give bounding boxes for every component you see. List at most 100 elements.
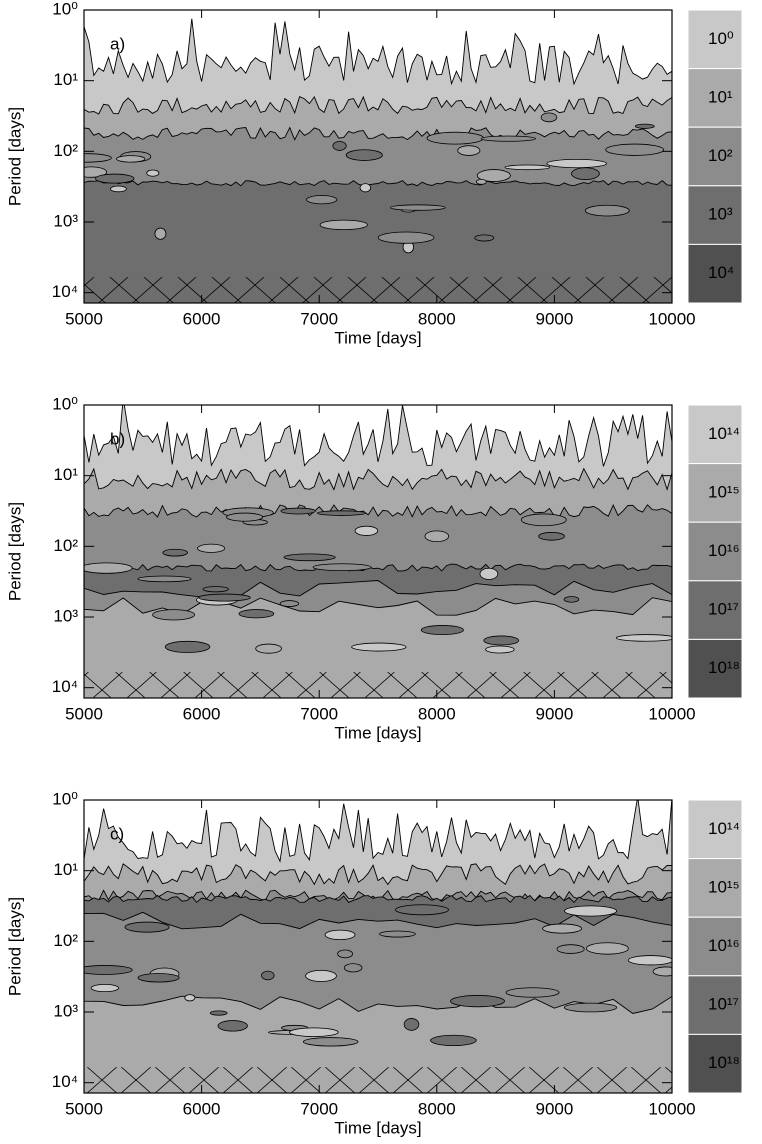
contour-island bbox=[542, 923, 583, 934]
y-tick-label: 10⁴ bbox=[52, 282, 78, 301]
contour-island bbox=[90, 984, 120, 993]
contour-island bbox=[283, 553, 336, 562]
contour-island bbox=[146, 169, 160, 177]
colorbar-box bbox=[687, 799, 743, 860]
contour-island bbox=[627, 955, 672, 966]
cone-of-influence bbox=[84, 1067, 672, 1093]
y-tick-label: 10⁰ bbox=[52, 0, 78, 18]
colorbar-label: 10⁰ bbox=[708, 29, 734, 48]
contour-island bbox=[520, 513, 567, 527]
contour-island bbox=[279, 600, 300, 607]
contour-island bbox=[84, 166, 108, 178]
colorbar-label: 10⁴ bbox=[708, 263, 734, 282]
colorbar-box bbox=[687, 1033, 743, 1094]
contour-island bbox=[164, 640, 211, 653]
contour-island bbox=[563, 596, 580, 603]
y-tick-label: 10⁴ bbox=[52, 677, 78, 696]
contour-island bbox=[305, 969, 337, 982]
contour-island bbox=[351, 642, 407, 652]
colorbar-label: 10¹⁶ bbox=[708, 936, 740, 955]
y-axis-label: Period [days] bbox=[5, 502, 24, 601]
x-tick-label: 5000 bbox=[65, 704, 103, 723]
x-tick-label: 7000 bbox=[300, 1099, 338, 1118]
y-tick-label: 10⁰ bbox=[52, 789, 78, 808]
contour-island bbox=[197, 543, 226, 553]
y-tick-label: 10² bbox=[53, 931, 78, 950]
contour-island bbox=[634, 123, 655, 129]
x-axis-label: Time [days] bbox=[334, 723, 421, 742]
colorbar-label: 10¹⁸ bbox=[708, 658, 740, 677]
contour-island bbox=[476, 169, 511, 182]
colorbar-box bbox=[687, 126, 743, 187]
colorbar-box bbox=[687, 243, 743, 304]
x-tick-label: 7000 bbox=[300, 704, 338, 723]
colorbar-label: 10¹ bbox=[708, 87, 733, 106]
contour-island bbox=[343, 963, 363, 973]
plot-area bbox=[84, 800, 672, 1093]
colorbar-box bbox=[687, 638, 743, 699]
contour-island bbox=[198, 593, 251, 602]
contour-island bbox=[546, 158, 607, 169]
contour-island bbox=[152, 609, 196, 621]
contour-island bbox=[238, 609, 275, 619]
contour-island bbox=[359, 183, 372, 193]
colorbar-label: 10³ bbox=[708, 205, 733, 224]
panel-label: a) bbox=[110, 34, 125, 53]
x-tick-label: 5000 bbox=[65, 309, 103, 328]
colorbar-box bbox=[687, 580, 743, 640]
plot-frame bbox=[83, 799, 673, 1094]
contour-island bbox=[584, 204, 630, 217]
plot-area bbox=[84, 405, 672, 698]
contour-island bbox=[302, 1037, 359, 1047]
contour-island bbox=[337, 949, 354, 959]
contour-island bbox=[420, 625, 464, 636]
contour-island bbox=[395, 904, 449, 916]
plot-area bbox=[84, 18, 672, 303]
contour-island bbox=[540, 112, 558, 123]
colorbar-label: 10¹⁴ bbox=[708, 819, 740, 838]
contour-island bbox=[485, 645, 515, 654]
contour-island bbox=[289, 1027, 339, 1037]
contour-island bbox=[84, 965, 133, 975]
contour-island bbox=[116, 155, 146, 163]
contour-island bbox=[324, 929, 356, 940]
contour-island bbox=[261, 970, 275, 981]
contour-island bbox=[124, 921, 170, 933]
contour-island bbox=[280, 507, 316, 515]
contour-island bbox=[564, 905, 618, 917]
cone-of-influence bbox=[84, 277, 672, 303]
colorbar-label: 10¹⁸ bbox=[708, 1053, 740, 1072]
contour-island bbox=[312, 563, 372, 572]
y-tick-label: 10⁰ bbox=[52, 394, 78, 413]
colorbar-label: 10¹⁵ bbox=[708, 482, 740, 501]
contour-island bbox=[137, 575, 192, 583]
colorbar-box bbox=[687, 858, 743, 918]
colorbar-box bbox=[687, 185, 743, 245]
contour-island bbox=[403, 1018, 420, 1031]
colorbar-label: 10¹⁴ bbox=[708, 424, 740, 443]
contour-island bbox=[504, 164, 551, 171]
contour-island bbox=[377, 231, 435, 244]
colorbar-label: 10¹⁵ bbox=[708, 877, 740, 896]
contour-band bbox=[84, 504, 672, 616]
x-tick-label: 9000 bbox=[535, 1099, 573, 1118]
x-tick-label: 7000 bbox=[300, 309, 338, 328]
contour-island bbox=[563, 1002, 618, 1013]
contour-island bbox=[390, 204, 446, 211]
x-tick-label: 10000 bbox=[648, 309, 695, 328]
colorbar-box bbox=[687, 521, 743, 582]
x-tick-label: 10000 bbox=[648, 1099, 695, 1118]
contour-island bbox=[605, 143, 665, 156]
contour-island bbox=[483, 635, 520, 646]
contour-island bbox=[586, 942, 629, 955]
colorbar-label: 10¹⁷ bbox=[708, 600, 739, 619]
x-tick-label: 6000 bbox=[183, 1099, 221, 1118]
x-tick-label: 8000 bbox=[418, 309, 456, 328]
contour-island bbox=[479, 567, 499, 580]
contour-island bbox=[424, 530, 450, 543]
colorbar-box bbox=[687, 975, 743, 1035]
contour-island bbox=[426, 131, 484, 145]
x-axis-label: Time [days] bbox=[334, 328, 421, 347]
y-tick-label: 10¹ bbox=[53, 860, 78, 879]
contour-island bbox=[457, 145, 481, 156]
